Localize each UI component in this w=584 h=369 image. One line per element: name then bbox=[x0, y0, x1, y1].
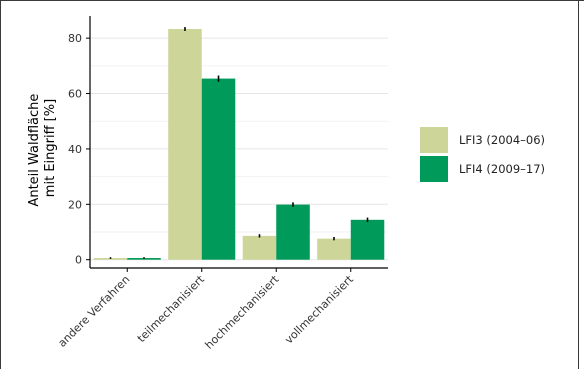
error-bars bbox=[109, 27, 369, 259]
x-tick-label: teilmechanisiert bbox=[135, 272, 208, 345]
bar-lfi4 bbox=[276, 204, 310, 260]
frame-border-left bbox=[0, 0, 1, 369]
bar-lfi3 bbox=[317, 238, 351, 260]
y-tick-labels: 0 20 40 60 80 bbox=[68, 32, 82, 267]
x-tick-labels: andere Verfahren teilmechanisierthochmech… bbox=[56, 272, 357, 351]
legend-swatch bbox=[420, 127, 448, 153]
bar-lfi3 bbox=[242, 235, 277, 260]
bar-lfi4 bbox=[350, 219, 385, 260]
legend: LFI3 (2004–06) LFI4 (2009–17) bbox=[420, 127, 545, 182]
y-tick-label: 0 bbox=[75, 254, 82, 267]
legend-label: LFI3 (2004–06) bbox=[459, 133, 545, 147]
x-tick-label: vollmechanisiert bbox=[282, 272, 356, 346]
y-tick-label: 80 bbox=[68, 32, 82, 45]
axes bbox=[86, 16, 388, 272]
y-tick-label: 60 bbox=[68, 88, 82, 101]
y-axis-label-line-1: Anteil Waldfläche bbox=[27, 94, 42, 207]
frame-border-top bbox=[0, 0, 584, 1]
frame-border-right bbox=[578, 0, 579, 369]
bar-lfi3 bbox=[168, 29, 202, 260]
y-tick-label: 20 bbox=[68, 198, 82, 211]
bars bbox=[93, 29, 385, 260]
x-tick-label: andere Verfahren bbox=[56, 273, 133, 350]
y-axis-label: Anteil Waldfläche mit Eingriff [%] bbox=[27, 89, 58, 206]
x-tick-label: hochmechanisiert bbox=[203, 272, 282, 351]
y-tick-label: 40 bbox=[68, 143, 82, 156]
legend-swatch bbox=[420, 156, 448, 182]
legend-label: LFI4 (2009–17) bbox=[459, 162, 545, 176]
bar-lfi4 bbox=[201, 78, 236, 260]
grid-lines bbox=[90, 37, 388, 261]
y-axis-label-line-2: mit Eingriff [%] bbox=[43, 99, 58, 197]
